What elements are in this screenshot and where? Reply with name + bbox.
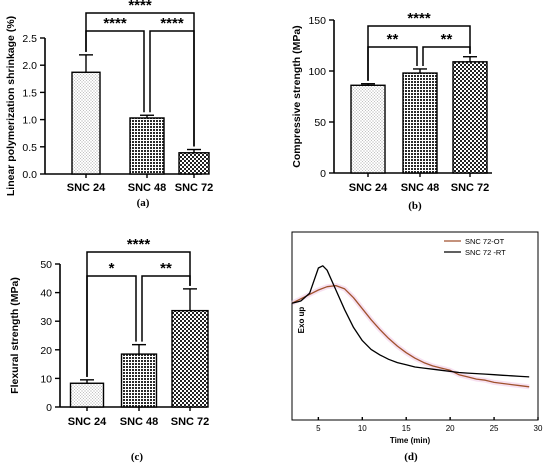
panel-label-b: (b): [408, 200, 422, 212]
bar: [171, 309, 209, 408]
y-tick-label: 2.5: [22, 33, 37, 45]
x-tick-label: 25: [490, 424, 499, 433]
y-tick-label: 0: [320, 168, 326, 180]
bar: [71, 71, 101, 175]
y-tick-label: 20: [40, 345, 52, 357]
significance-bracket: [367, 25, 471, 81]
y-tick-label: 150: [308, 15, 326, 27]
bar: [178, 152, 210, 175]
y-tick-label: 30: [40, 316, 52, 328]
bar: [350, 84, 386, 174]
y-axis-label: Compressive strength (MPa): [291, 25, 303, 167]
significance-label: **: [441, 31, 453, 48]
category-label: SNC 72: [171, 416, 210, 428]
bar: [129, 117, 165, 175]
category-label: SNC 72: [175, 182, 214, 194]
x-tick-label: 5: [316, 424, 321, 433]
category-label: SNC 24: [67, 182, 106, 194]
y-tick-label: 1.0: [22, 115, 37, 127]
chart-panel-b: 0 50 100 150 Compressive strength (MPa) SNC 2…: [291, 10, 492, 194]
chart-panel-d: 5 10 15 20 25 30 Time (min) Exo up SNC 72-OT SNC …: [290, 231, 543, 445]
bar: [402, 72, 438, 174]
y-axis-label: Exo up: [297, 307, 306, 334]
y-tick-label: 0.0: [22, 169, 37, 181]
chart-panel-a: 0.0 0.5 1.0 1.5 2.0 2.5 Linear polymerization …: [5, 0, 213, 196]
x-tick-label: 10: [358, 424, 367, 433]
plot-frame: [291, 231, 539, 421]
significance-bracket: [86, 251, 191, 377]
y-tick-label: 10: [40, 373, 52, 385]
chart-panel-c: 0 10 20 30 40 50 Flexural strength (MPa) SNC 24…: [9, 236, 209, 428]
panel-label-c: (c): [131, 451, 144, 463]
y-tick-label: 0: [46, 402, 52, 414]
significance-label: *: [109, 260, 115, 277]
y-tick-label: 50: [40, 259, 52, 271]
category-label: SNC 48: [401, 182, 440, 194]
series-halo: [290, 283, 530, 390]
y-tick-label: 40: [40, 288, 52, 300]
significance-label: ****: [128, 0, 152, 14]
significance-label: ****: [407, 10, 431, 27]
y-tick-label: 100: [308, 66, 326, 78]
y-axis-label: Flexural strength (MPa): [9, 277, 21, 394]
significance-bracket: [85, 12, 195, 147]
category-label: SNC 48: [120, 416, 159, 428]
significance-label: ****: [103, 15, 127, 32]
panel-label-a: (a): [137, 197, 150, 209]
x-tick-label: 20: [446, 424, 455, 433]
series-line: [291, 265, 530, 378]
x-tick-label: 15: [402, 424, 411, 433]
legend-label: SNC 72-OT: [465, 237, 505, 246]
category-label: SNC 24: [349, 182, 388, 194]
bar: [120, 353, 158, 408]
significance-label: **: [160, 260, 172, 277]
significance-label: ****: [160, 15, 184, 32]
significance-label: **: [387, 31, 399, 48]
y-tick-label: 0.5: [22, 142, 37, 154]
bar: [452, 61, 488, 174]
x-tick-label: 30: [534, 424, 543, 433]
series-line: [291, 284, 530, 388]
bar: [69, 382, 105, 408]
y-tick-label: 1.5: [22, 87, 37, 99]
y-tick-label: 2.0: [22, 60, 37, 72]
x-axis-label: Time (min): [390, 436, 431, 445]
y-tick-label: 50: [314, 117, 326, 129]
panel-label-d: (d): [404, 451, 418, 463]
legend-label: SNC 72 -RT: [465, 248, 506, 257]
significance-label: ****: [127, 236, 151, 253]
category-label: SNC 48: [128, 182, 167, 194]
y-axis-label: Linear polymerization shrinkage (%): [5, 16, 17, 196]
category-label: SNC 72: [451, 182, 490, 194]
category-label: SNC 24: [68, 416, 107, 428]
